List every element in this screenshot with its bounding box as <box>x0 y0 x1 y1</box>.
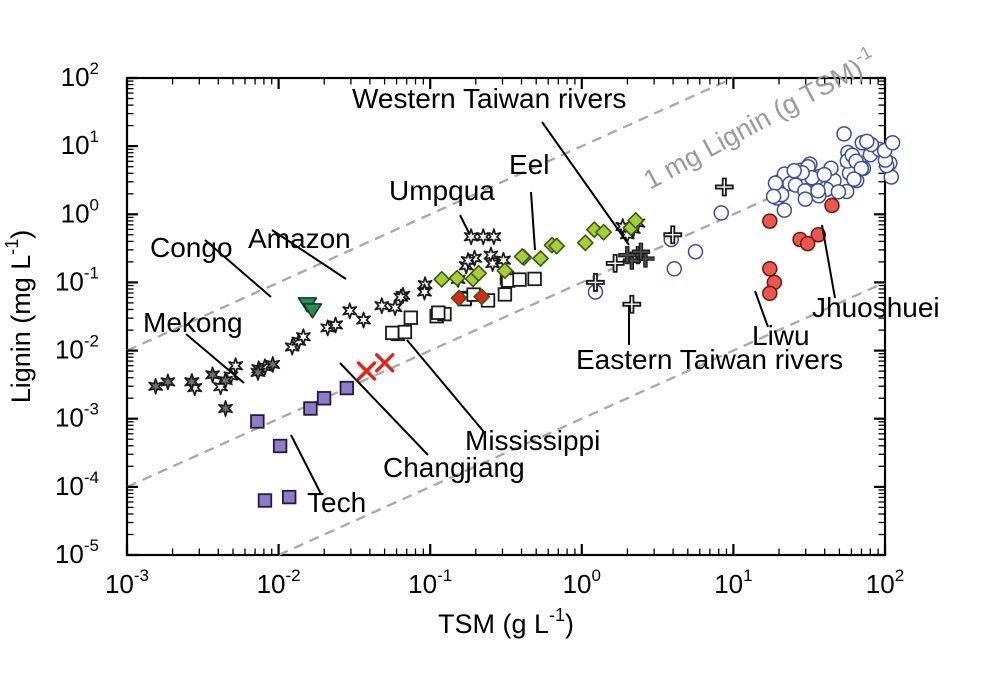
svg-text:Changjiang: Changjiang <box>383 452 525 483</box>
svg-text:Liwu: Liwu <box>752 320 810 351</box>
svg-text:Mekong: Mekong <box>143 307 243 338</box>
svg-text:Congo: Congo <box>150 232 233 263</box>
svg-text:Tech: Tech <box>307 487 366 518</box>
svg-text:Eel: Eel <box>509 149 549 180</box>
svg-text:Jhuoshuei: Jhuoshuei <box>812 292 940 323</box>
svg-text:Amazon: Amazon <box>248 223 351 254</box>
svg-text:Umpqua: Umpqua <box>389 175 495 206</box>
svg-text:Western Taiwan rivers: Western Taiwan rivers <box>352 83 626 114</box>
svg-text:Lignin (mg L-1): Lignin (mg L-1) <box>2 230 36 404</box>
